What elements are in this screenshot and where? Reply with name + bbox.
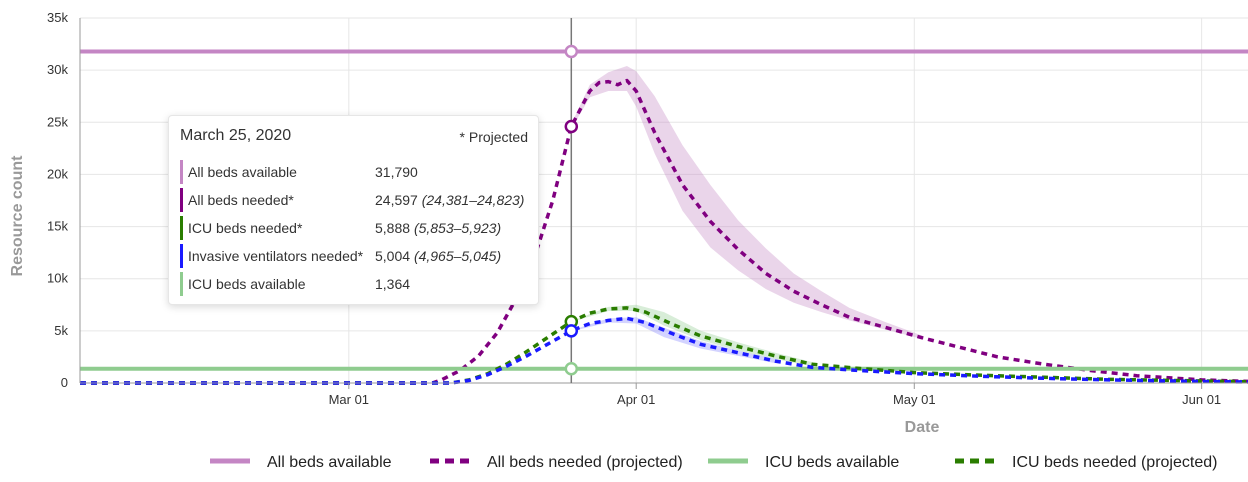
tooltip-color-bar [180, 216, 183, 240]
legend-item-all-beds-available: All beds available [267, 454, 392, 471]
tooltip-value: 31,790 [375, 164, 418, 180]
tooltip-row-all-beds-needed: All beds needed* 24,597 (24,381–24,823) [180, 188, 530, 212]
tooltip-projected-note: * Projected [459, 129, 528, 145]
legend-item-icu-beds-needed-projected: ICU beds needed (projected) [1012, 454, 1217, 471]
tooltip-interval: (24,381–24,823) [421, 192, 525, 208]
x-tick-label: Jun 01 [1182, 392, 1221, 407]
series-lines [80, 49, 1248, 385]
y-tick-label: 25k [47, 114, 68, 129]
hover-point-marker [564, 119, 579, 134]
tooltip-row-ventilators-needed: Invasive ventilators needed* 5,004 (4,96… [180, 244, 530, 268]
hover-indicator [564, 18, 579, 383]
x-tick-label: Mar 01 [329, 392, 369, 407]
legend: All beds available All beds needed (proje… [210, 454, 1217, 471]
y-tick-label: 30k [47, 62, 68, 77]
tooltip-row-all-beds-available: All beds available 31,790 [180, 160, 530, 184]
series-line-all-beds-needed-projected [80, 78, 1248, 385]
y-tick-label: 0 [61, 375, 68, 390]
x-axis-title: Date [905, 419, 940, 436]
y-tick-label: 10k [47, 271, 68, 286]
x-tick-label: Apr 01 [617, 392, 655, 407]
y-tick-label: 5k [54, 323, 68, 338]
tooltip-row-icu-beds-needed: ICU beds needed* 5,888 (5,853–5,923) [180, 216, 530, 240]
tooltip-label: Invasive ventilators needed* [188, 248, 364, 264]
hover-point-marker [564, 44, 579, 59]
y-tick-label: 15k [47, 219, 68, 234]
series-line-invasive-ventilators-needed-projected [80, 316, 1248, 385]
confidence-band-icu-beds-needed-projected [571, 304, 813, 367]
legend-item-all-beds-needed-projected: All beds needed (projected) [487, 454, 683, 471]
tooltip-label: ICU beds needed* [188, 220, 303, 236]
tooltip-label: All beds available [188, 164, 297, 180]
confidence-bands [571, 65, 924, 367]
series-line-icu-beds-needed-projected [80, 306, 1248, 385]
tooltip-value: 1,364 [375, 276, 411, 292]
hover-tooltip: March 25, 2020 * Projected All beds avai… [168, 115, 539, 305]
y-axis-title: Resource count [9, 155, 26, 277]
tooltip-interval: (5,853–5,923) [413, 220, 502, 236]
tooltip-label: ICU beds available [188, 276, 306, 292]
hover-point-marker [564, 362, 579, 376]
confidence-band-all-beds-needed-projected [571, 65, 924, 340]
tooltip-value: 5,004 (4,965–5,045) [375, 248, 502, 264]
tooltip-value: 24,597 (24,381–24,823) [375, 192, 525, 208]
tooltip-interval: (4,965–5,045) [413, 248, 502, 264]
confidence-band-invasive-ventilators-needed-projected [571, 317, 776, 364]
tooltip-label: All beds needed* [188, 192, 294, 208]
tooltip-row-icu-beds-available: ICU beds available 1,364 [180, 272, 530, 296]
tooltip-color-bar [180, 160, 183, 184]
tooltip-date: March 25, 2020 [180, 127, 292, 144]
tooltip-color-bar [180, 244, 183, 268]
axes: 0 5k 10k 15k 20k 25k 30k 35k Mar 01 Apr 01 May 01 J… [47, 10, 1248, 407]
y-tick-label: 35k [47, 10, 68, 25]
x-tick-label: May 01 [893, 392, 936, 407]
tooltip-value: 5,888 (5,853–5,923) [375, 220, 502, 236]
tooltip-color-bar [180, 188, 183, 212]
y-tick-label: 20k [47, 166, 68, 181]
tooltip-color-bar [180, 272, 183, 296]
hover-point-marker [564, 324, 579, 338]
legend-item-icu-beds-available: ICU beds available [765, 454, 899, 471]
